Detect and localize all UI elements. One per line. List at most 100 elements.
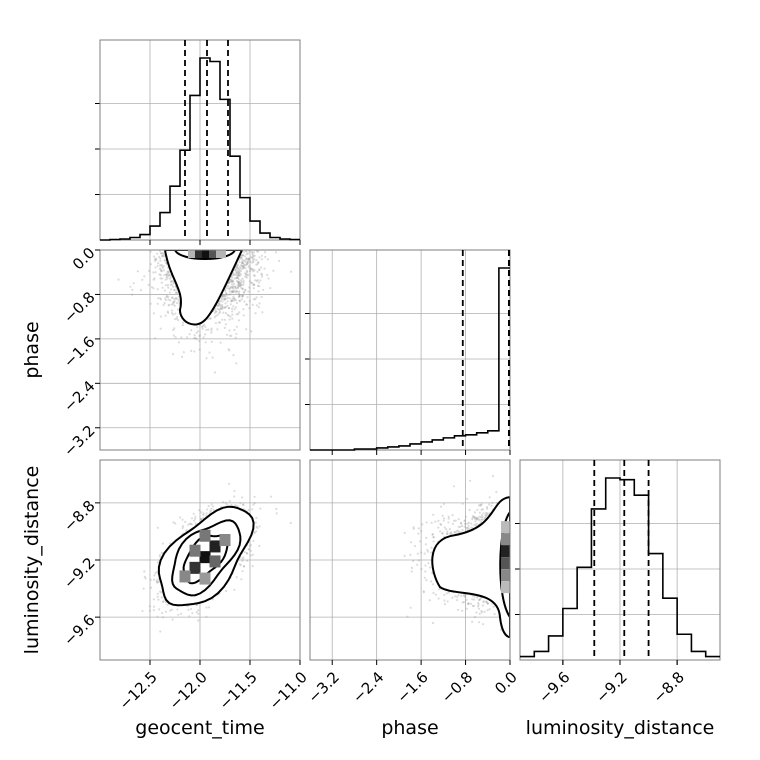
scatter-point — [245, 257, 248, 260]
scatter-point — [235, 325, 238, 328]
scatter-point — [252, 539, 255, 542]
scatter-point — [228, 281, 231, 285]
scatter-point — [238, 563, 241, 566]
scatter-point — [256, 270, 259, 273]
scatter-point — [241, 267, 244, 270]
scatter-point — [261, 311, 264, 314]
scatter-point — [248, 307, 251, 310]
scatter-point — [257, 281, 260, 284]
scatter-point — [242, 254, 245, 257]
scatter-point — [195, 338, 198, 341]
scatter-point — [248, 300, 251, 303]
scatter-point — [244, 250, 247, 253]
scatter-point — [174, 312, 177, 315]
scatter-point — [160, 269, 163, 272]
scatter-point — [165, 295, 168, 298]
density-cell — [209, 250, 219, 258]
scatter-point — [157, 297, 160, 300]
scatter-point — [243, 551, 246, 554]
scatter-point — [239, 502, 242, 505]
scatter-point — [220, 296, 223, 299]
scatter-point — [197, 619, 200, 622]
scatter-point — [229, 293, 232, 296]
scatter-point — [190, 329, 193, 332]
scatter-point — [129, 285, 132, 288]
scatter-point — [159, 268, 162, 271]
scatter-point — [195, 331, 198, 334]
scatter-point — [198, 509, 201, 512]
scatter-point — [240, 286, 243, 289]
scatter-point — [163, 259, 166, 262]
scatter-point — [241, 295, 244, 298]
scatter-point — [223, 306, 226, 309]
scatter-point — [157, 580, 160, 583]
scatter-point — [204, 325, 207, 328]
scatter-point — [236, 274, 239, 277]
scatter-point — [216, 307, 219, 310]
scatter-point — [189, 522, 192, 526]
scatter-point — [234, 504, 237, 507]
scatter-point — [147, 269, 151, 272]
scatter-point — [176, 315, 179, 319]
scatter-point — [166, 270, 169, 274]
scatter-point — [238, 270, 241, 274]
scatter-point — [225, 294, 228, 297]
scatter-point — [238, 295, 241, 298]
scatter-point — [242, 266, 245, 269]
scatter-point — [161, 254, 164, 257]
scatter-point — [256, 284, 259, 287]
scatter-point — [233, 277, 236, 280]
scatter-point — [255, 525, 258, 528]
scatter-point — [210, 340, 213, 343]
scatter-point — [263, 267, 266, 270]
scatter-point — [156, 302, 159, 305]
scatter-point — [218, 302, 221, 306]
scatter-point — [172, 328, 175, 332]
scatter-point — [216, 328, 219, 331]
scatter-point — [214, 322, 217, 325]
scatter-point — [249, 268, 252, 271]
scatter-point — [237, 269, 240, 272]
scatter-point — [161, 277, 164, 280]
scatter-point — [247, 257, 251, 260]
scatter-point — [202, 336, 205, 339]
scatter-point — [231, 276, 234, 279]
scatter-point — [187, 523, 190, 526]
scatter-point — [227, 348, 230, 351]
scatter-point — [161, 286, 164, 289]
scatter-point — [195, 611, 198, 614]
scatter-point — [162, 253, 165, 256]
scatter-point — [239, 270, 243, 273]
scatter-point — [253, 254, 256, 257]
scatter-point — [223, 297, 226, 300]
scatter-point — [166, 603, 169, 606]
scatter-point — [242, 265, 245, 268]
scatter-point — [237, 286, 240, 289]
scatter-point — [247, 265, 250, 268]
scatter-point — [240, 261, 244, 265]
scatter-point — [174, 336, 177, 339]
histogram-step — [310, 267, 510, 451]
scatter-point — [251, 253, 254, 256]
scatter-point — [163, 302, 166, 305]
scatter-point — [250, 330, 253, 333]
scatter-point — [230, 283, 234, 286]
scatter-point — [242, 314, 245, 317]
scatter-point — [236, 284, 239, 287]
scatter-point — [164, 610, 168, 613]
scatter-point — [161, 251, 164, 255]
scatter-point — [233, 299, 236, 302]
scatter-point — [244, 261, 247, 264]
scatter-point — [241, 294, 244, 297]
scatter-point — [197, 612, 200, 615]
scatter-point — [226, 304, 229, 307]
contour-line — [163, 250, 244, 326]
scatter-point — [239, 273, 242, 276]
scatter-point — [172, 334, 175, 337]
scatter-point — [149, 578, 152, 582]
scatter-point — [247, 258, 250, 262]
scatter-point — [250, 267, 253, 270]
scatter-point — [230, 307, 234, 310]
scatter-point — [226, 300, 229, 303]
scatter-point — [272, 269, 275, 272]
